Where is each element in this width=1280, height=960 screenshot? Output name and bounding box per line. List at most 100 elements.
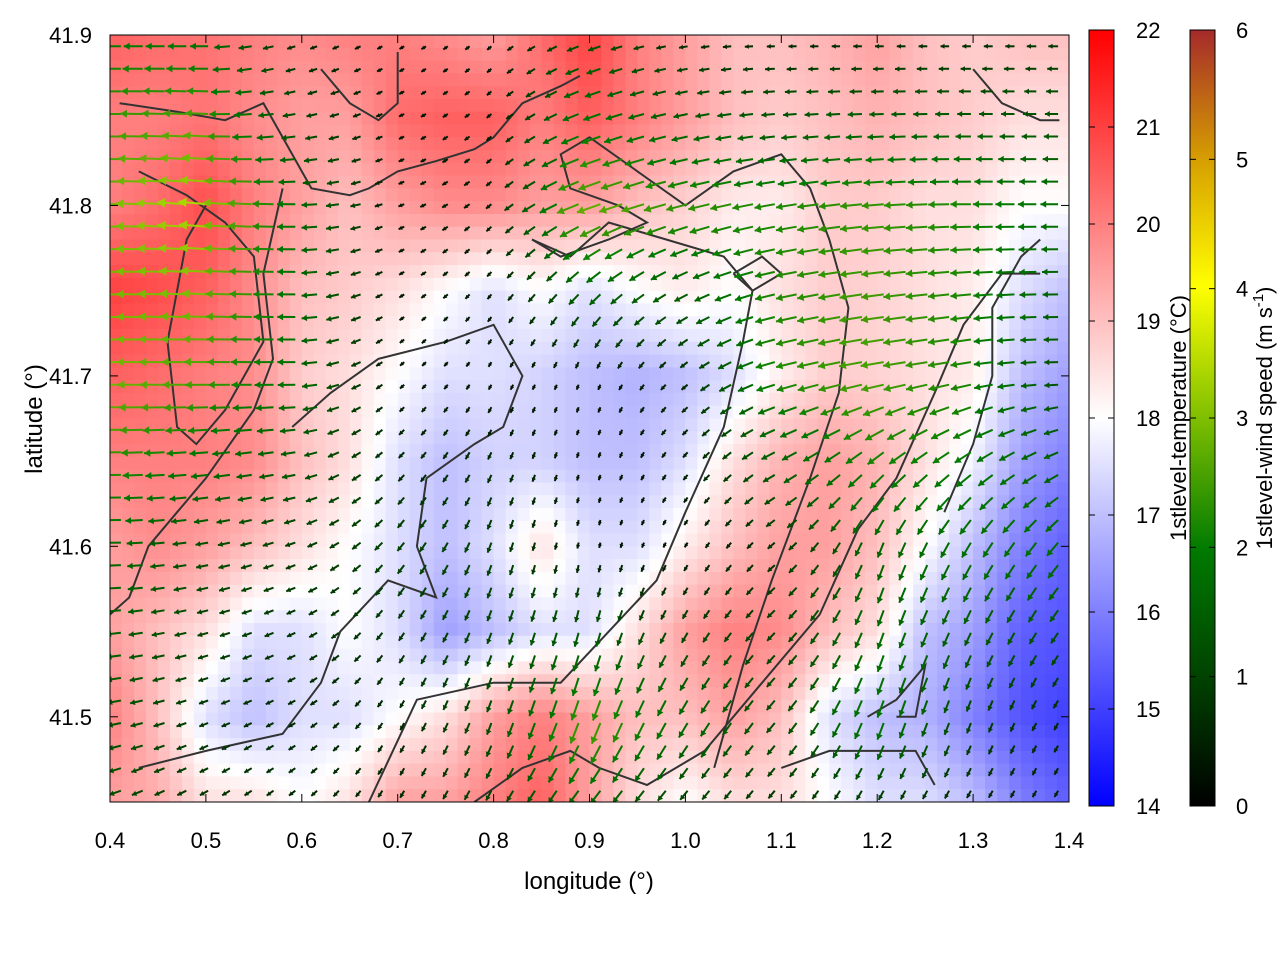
heat-cell xyxy=(289,239,303,253)
heat-cell xyxy=(865,648,878,662)
heat-cell xyxy=(709,571,722,586)
heat-cell xyxy=(793,431,806,445)
heat-cell xyxy=(1009,290,1022,305)
heat-cell xyxy=(733,73,746,87)
heat-cell xyxy=(997,214,1010,228)
heat-cell xyxy=(122,226,135,241)
heat-cell xyxy=(901,482,914,496)
heat-cell xyxy=(1009,623,1022,637)
heat-cell xyxy=(853,226,866,241)
heat-cell xyxy=(805,137,818,151)
heat-cell xyxy=(277,546,291,560)
heat-cell xyxy=(637,60,651,74)
heat-cell xyxy=(181,73,195,87)
heat-cell xyxy=(253,456,267,471)
heat-cell xyxy=(637,584,651,599)
heat-cell xyxy=(985,686,998,701)
heat-cell xyxy=(277,111,291,126)
heat-cell xyxy=(493,699,507,714)
heat-cell xyxy=(553,380,567,394)
heat-cell xyxy=(985,188,998,202)
heat-cell xyxy=(901,47,914,62)
heat-cell xyxy=(325,750,339,765)
heat-cell xyxy=(817,648,830,662)
heat-cell xyxy=(1033,776,1046,790)
heat-cell xyxy=(997,763,1010,777)
heat-cell xyxy=(649,405,662,420)
heat-cell xyxy=(649,444,662,458)
heat-cell xyxy=(385,265,399,279)
heat-cell xyxy=(613,47,627,62)
heat-cell xyxy=(781,623,794,637)
heat-cell xyxy=(421,124,435,138)
heat-cell xyxy=(217,303,231,317)
heat-cell xyxy=(625,469,639,483)
heat-cell xyxy=(1045,482,1058,496)
heat-cell xyxy=(409,137,423,151)
heat-cell xyxy=(877,508,890,522)
heat-cell xyxy=(409,201,423,215)
heat-cell xyxy=(1045,86,1058,100)
heat-cell xyxy=(1021,162,1034,177)
heat-cell xyxy=(541,469,555,483)
heat-cell xyxy=(961,124,974,138)
heat-cell xyxy=(793,648,806,662)
heat-cell xyxy=(577,789,591,802)
heat-cell xyxy=(529,124,543,138)
heat-cell xyxy=(217,635,231,650)
heat-cell xyxy=(877,252,890,266)
heat-cell xyxy=(949,571,962,586)
heat-cell xyxy=(541,738,555,752)
heat-cell xyxy=(625,674,639,688)
heat-cell xyxy=(265,252,279,266)
heat-cell xyxy=(265,686,279,701)
heat-cell xyxy=(457,341,471,356)
heat-cell xyxy=(649,303,662,317)
heat-cell xyxy=(661,789,674,802)
heat-cell xyxy=(110,73,123,87)
heat-cell xyxy=(445,584,459,599)
heat-cell xyxy=(673,124,686,138)
heat-cell xyxy=(841,367,854,381)
heat-cell xyxy=(937,392,950,407)
heat-cell xyxy=(601,290,615,305)
heat-cell xyxy=(865,763,878,777)
heat-cell xyxy=(973,392,986,407)
heat-cell xyxy=(493,303,507,317)
heat-cell xyxy=(577,367,591,381)
heat-cell xyxy=(397,354,411,368)
heat-cell xyxy=(961,290,974,305)
heat-cell xyxy=(913,214,926,228)
heat-cell xyxy=(889,277,902,292)
heat-cell xyxy=(757,60,770,74)
heat-cell xyxy=(673,418,686,432)
heat-cell xyxy=(433,316,447,330)
heat-cell xyxy=(925,635,938,650)
heat-cell xyxy=(397,86,411,100)
heat-cell xyxy=(721,367,734,381)
heat-cell xyxy=(1045,686,1058,701)
heat-cell xyxy=(313,380,327,394)
heat-cell xyxy=(733,610,746,624)
heat-cell xyxy=(122,789,135,802)
heat-cell xyxy=(409,482,423,496)
heat-cell xyxy=(793,546,806,560)
heat-cell xyxy=(673,290,686,305)
heat-cell xyxy=(1057,111,1069,126)
heat-cell xyxy=(337,444,351,458)
heat-cell xyxy=(997,162,1010,177)
heat-cell xyxy=(409,150,423,164)
heat-cell xyxy=(433,162,447,177)
heat-cell xyxy=(1033,367,1046,381)
heat-cell xyxy=(1057,290,1069,305)
heat-cell xyxy=(481,226,495,241)
heat-cell xyxy=(985,60,998,74)
heat-cell xyxy=(134,456,147,471)
heat-cell xyxy=(601,86,615,100)
heat-cell xyxy=(985,86,998,100)
heat-cell xyxy=(949,648,962,662)
heat-cell xyxy=(469,290,483,305)
heat-cell xyxy=(421,431,435,445)
heat-cell xyxy=(493,137,507,151)
heat-cell xyxy=(949,763,962,777)
